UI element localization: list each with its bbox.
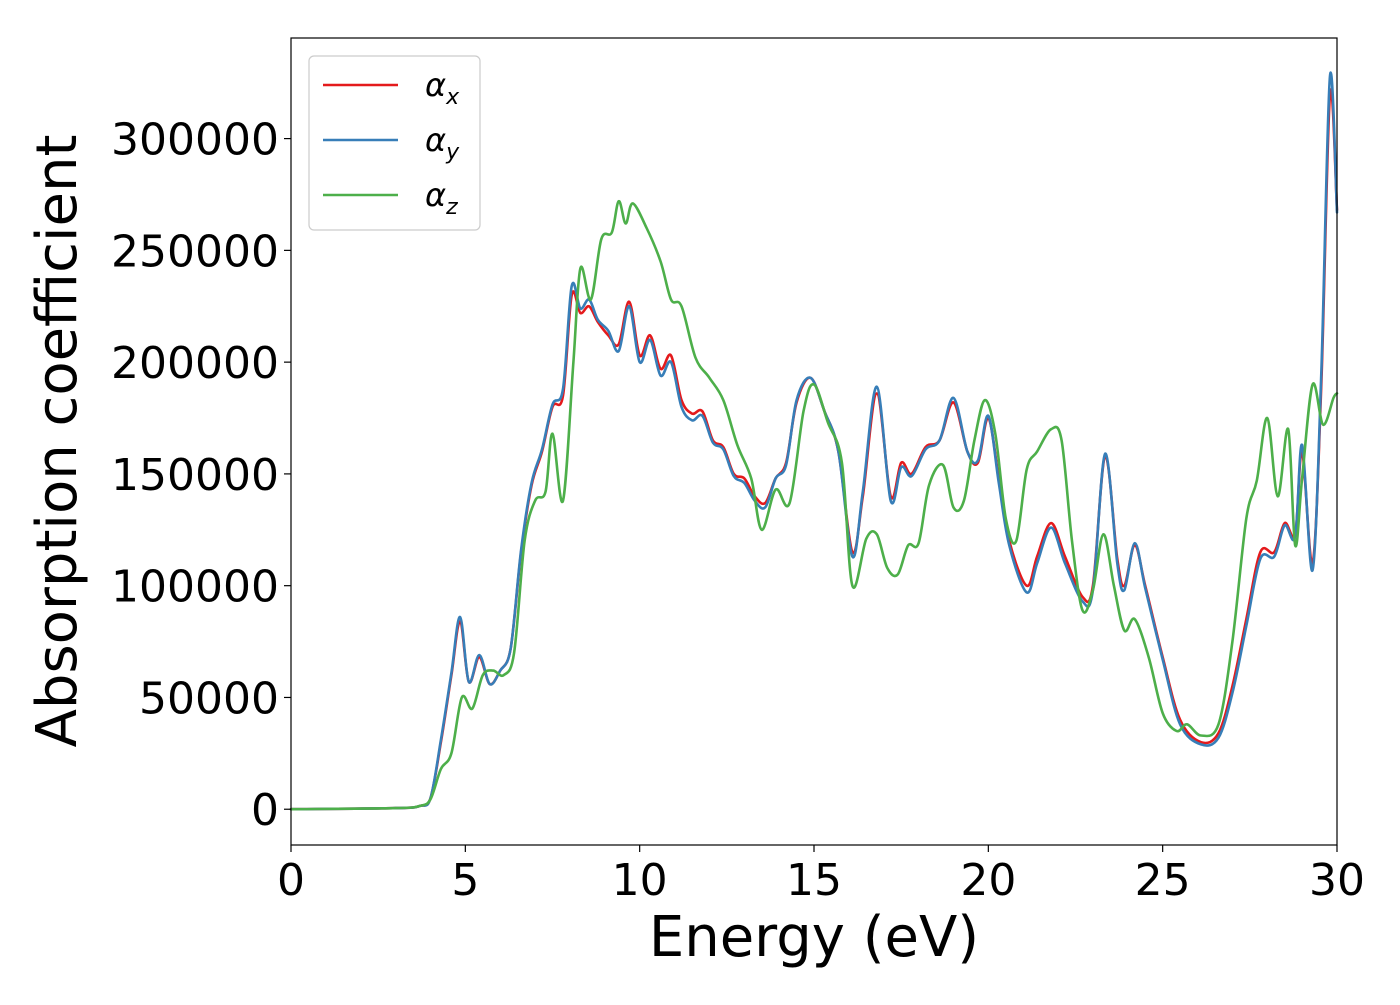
x-tick-label: 20 bbox=[960, 855, 1016, 906]
y-axis: 0 50000 100000 150000 200000 250000 300000 bbox=[111, 115, 291, 836]
legend-label-symbol: α bbox=[425, 121, 446, 159]
x-tick-label: 15 bbox=[786, 855, 842, 906]
y-tick-label: 50000 bbox=[139, 673, 279, 724]
legend-frame bbox=[308, 55, 481, 231]
x-tick-label: 30 bbox=[1309, 855, 1365, 906]
y-tick-label: 200000 bbox=[111, 338, 279, 389]
y-tick-label: 150000 bbox=[111, 450, 279, 501]
series-layer bbox=[289, 71, 1339, 811]
legend-label-subscript: y bbox=[445, 140, 460, 165]
series-line-y bbox=[289, 71, 1339, 811]
y-tick-label: 100000 bbox=[111, 562, 279, 613]
y-tick-label: 250000 bbox=[111, 226, 279, 277]
legend-label-x: αx bbox=[425, 66, 460, 110]
legend-label-symbol: α bbox=[425, 176, 446, 214]
x-tick-label: 0 bbox=[277, 855, 305, 906]
y-tick-label: 0 bbox=[251, 785, 279, 836]
series-line-z bbox=[289, 199, 1339, 811]
y-axis-title: Absorption coefficient bbox=[25, 135, 90, 748]
legend-label-subscript: z bbox=[445, 195, 458, 220]
legend-label-symbol: α bbox=[425, 66, 446, 104]
legend-label-subscript: x bbox=[445, 85, 460, 110]
x-axis-title: Energy (eV) bbox=[649, 905, 979, 970]
x-tick-label: 5 bbox=[451, 855, 479, 906]
x-axis: 0 5 10 15 20 25 30 bbox=[277, 845, 1365, 906]
x-tick-label: 25 bbox=[1135, 855, 1191, 906]
legend-label-y: αy bbox=[425, 121, 460, 165]
x-tick-label: 10 bbox=[612, 855, 668, 906]
legend-label-z: αz bbox=[425, 176, 458, 220]
y-tick-label: 300000 bbox=[111, 115, 279, 166]
